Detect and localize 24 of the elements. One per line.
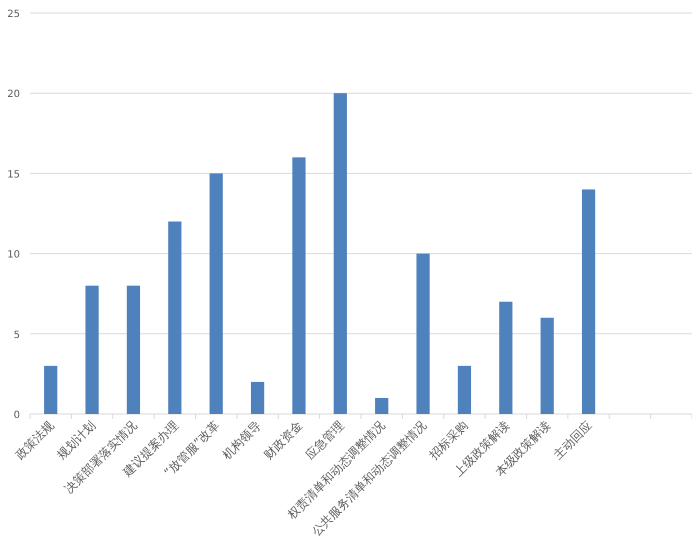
bar bbox=[292, 157, 306, 414]
bar bbox=[375, 398, 388, 414]
bar bbox=[582, 189, 596, 414]
y-tick-label: 15 bbox=[7, 169, 20, 180]
x-tick-label: 机构领导 bbox=[220, 418, 264, 462]
bar bbox=[85, 286, 99, 414]
bar bbox=[334, 93, 347, 414]
bar bbox=[458, 366, 472, 414]
x-tick-label: 主动回应 bbox=[550, 418, 595, 462]
bar bbox=[499, 302, 512, 414]
bar bbox=[168, 222, 182, 414]
bar bbox=[210, 173, 223, 414]
y-tick-label: 25 bbox=[7, 9, 20, 20]
x-tick-label: 财政资金 bbox=[261, 418, 306, 462]
y-tick-label: 0 bbox=[14, 410, 20, 421]
y-tick-label: 20 bbox=[7, 89, 20, 100]
y-tick-label: 10 bbox=[7, 250, 20, 261]
bar bbox=[250, 382, 264, 414]
bar bbox=[416, 254, 430, 414]
y-tick-label: 5 bbox=[14, 330, 20, 341]
bar bbox=[126, 286, 140, 414]
bar bbox=[44, 366, 58, 414]
x-tick-label: 政策法规 bbox=[12, 418, 57, 462]
bar bbox=[540, 318, 554, 414]
